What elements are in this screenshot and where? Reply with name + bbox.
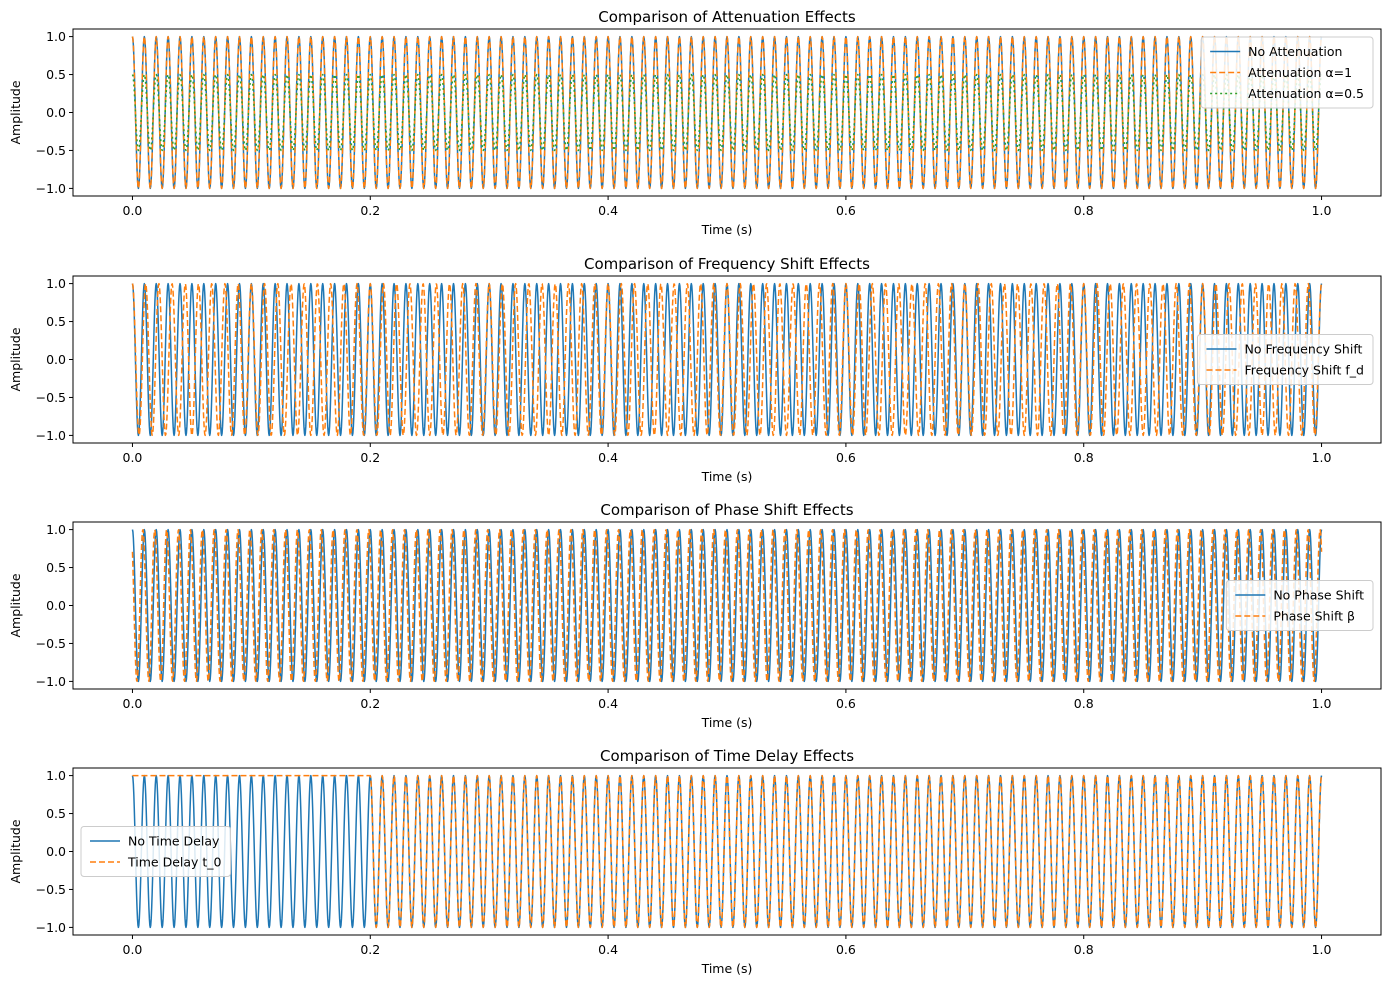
y-axis-label: Amplitude xyxy=(8,80,23,144)
x-tick-label: 0.2 xyxy=(360,450,380,465)
subplot-1: Comparison of Attenuation Effects 0.0 0.2 0… xyxy=(8,8,1382,237)
series-line-1 xyxy=(131,35,1323,190)
y-tick-label: 0.0 xyxy=(46,844,66,859)
plot-area xyxy=(131,528,1323,683)
y-tick-label: 1.0 xyxy=(46,768,66,783)
legend: No Frequency Shift Frequency Shift f_d xyxy=(1196,334,1374,385)
legend-label: Phase Shift β xyxy=(1273,609,1355,624)
subplot-title: Comparison of Frequency Shift Effects xyxy=(584,255,870,273)
subplot-4: Comparison of Time Delay Effects 0.0 0.2 0.… xyxy=(8,747,1382,976)
subplot-title: Comparison of Phase Shift Effects xyxy=(600,501,853,519)
x-tick-label: 0.0 xyxy=(123,203,143,218)
x-tick-label: 0.2 xyxy=(360,696,380,711)
series-line-2 xyxy=(131,35,1323,190)
y-tick-label: 0.0 xyxy=(46,598,66,613)
legend-label: No Attenuation xyxy=(1248,44,1342,59)
legend-label: No Time Delay xyxy=(128,834,220,849)
y-tick-label: 1.0 xyxy=(46,29,66,44)
x-tick-label: 1.0 xyxy=(1312,203,1332,218)
y-tick-label: −0.5 xyxy=(36,390,66,405)
legend-frame xyxy=(1225,580,1374,631)
legend-label: No Phase Shift xyxy=(1273,588,1364,603)
x-tick-label: 1.0 xyxy=(1312,696,1332,711)
x-tick-label: 0.6 xyxy=(836,696,856,711)
y-axis-label: Amplitude xyxy=(8,573,23,637)
subplot-3: Comparison of Phase Shift Effects 0.0 0.2 0… xyxy=(8,501,1382,730)
legend: No Attenuation Attenuation α=1 Attenuation… xyxy=(1200,36,1374,109)
axes-frame xyxy=(72,28,1382,197)
y-tick-label: 0.5 xyxy=(46,560,66,575)
y-tick-label: −1.0 xyxy=(36,674,66,689)
legend-label: No Frequency Shift xyxy=(1244,342,1362,357)
legend-label: Frequency Shift f_d xyxy=(1244,363,1364,378)
x-tick-label: 0.2 xyxy=(360,203,380,218)
x-tick-label: 0.4 xyxy=(598,450,618,465)
y-tick-label: 1.0 xyxy=(46,276,66,291)
series-line-1 xyxy=(131,282,1323,437)
x-tick-label: 1.0 xyxy=(1312,942,1332,957)
x-tick-label: 0.6 xyxy=(836,450,856,465)
axes-frame xyxy=(72,767,1382,936)
subplot-title: Comparison of Attenuation Effects xyxy=(598,8,856,26)
subplot-title: Comparison of Time Delay Effects xyxy=(600,747,854,765)
legend-frame xyxy=(1196,334,1374,385)
x-tick-label: 0.8 xyxy=(1074,450,1094,465)
legend-frame xyxy=(1200,36,1374,109)
x-axis-label: Time (s) xyxy=(701,715,753,730)
x-tick-label: 0.6 xyxy=(836,203,856,218)
legend: No Phase Shift Phase Shift β xyxy=(1225,580,1374,631)
series-line-2 xyxy=(131,282,1323,437)
x-axis-label: Time (s) xyxy=(701,961,753,976)
series-line-2 xyxy=(131,528,1323,683)
y-tick-label: 0.5 xyxy=(46,314,66,329)
x-tick-label: 0.0 xyxy=(123,942,143,957)
x-tick-label: 0.4 xyxy=(598,203,618,218)
legend-label: Attenuation α=1 xyxy=(1248,65,1352,80)
x-tick-label: 0.8 xyxy=(1074,696,1094,711)
legend: No Time Delay Time Delay t_0 xyxy=(80,826,231,877)
x-tick-label: 0.8 xyxy=(1074,203,1094,218)
y-tick-label: 1.0 xyxy=(46,522,66,537)
y-tick-label: −0.5 xyxy=(36,882,66,897)
y-tick-label: −1.0 xyxy=(36,428,66,443)
y-tick-label: 0.5 xyxy=(46,806,66,821)
x-tick-label: 0.8 xyxy=(1074,942,1094,957)
x-tick-label: 0.0 xyxy=(123,450,143,465)
x-tick-label: 0.2 xyxy=(360,942,380,957)
legend-label: Attenuation α=0.5 xyxy=(1248,86,1364,101)
series-line-1 xyxy=(131,528,1323,683)
legend-label: Time Delay t_0 xyxy=(127,855,222,870)
plot-area xyxy=(131,774,1323,929)
plot-area xyxy=(131,35,1323,190)
x-tick-label: 0.0 xyxy=(123,696,143,711)
series-line-1 xyxy=(131,774,1323,929)
x-axis-label: Time (s) xyxy=(701,222,753,237)
y-axis-label: Amplitude xyxy=(8,327,23,391)
y-tick-label: −1.0 xyxy=(36,181,66,196)
y-tick-label: 0.0 xyxy=(46,352,66,367)
y-tick-label: −1.0 xyxy=(36,920,66,935)
x-tick-label: 0.4 xyxy=(598,696,618,711)
subplot-2: Comparison of Frequency Shift Effects 0.0… xyxy=(8,255,1382,484)
x-tick-label: 0.4 xyxy=(598,942,618,957)
series-line-2 xyxy=(132,774,1323,929)
series-line-3 xyxy=(131,73,1323,152)
x-tick-label: 0.6 xyxy=(836,942,856,957)
x-axis-label: Time (s) xyxy=(701,469,753,484)
y-tick-label: −0.5 xyxy=(36,636,66,651)
legend-frame xyxy=(80,826,231,877)
y-tick-label: 0.5 xyxy=(46,67,66,82)
y-tick-label: 0.0 xyxy=(46,105,66,120)
x-tick-label: 1.0 xyxy=(1312,450,1332,465)
y-axis-label: Amplitude xyxy=(8,819,23,883)
y-tick-label: −0.5 xyxy=(36,143,66,158)
plot-area xyxy=(131,282,1323,437)
